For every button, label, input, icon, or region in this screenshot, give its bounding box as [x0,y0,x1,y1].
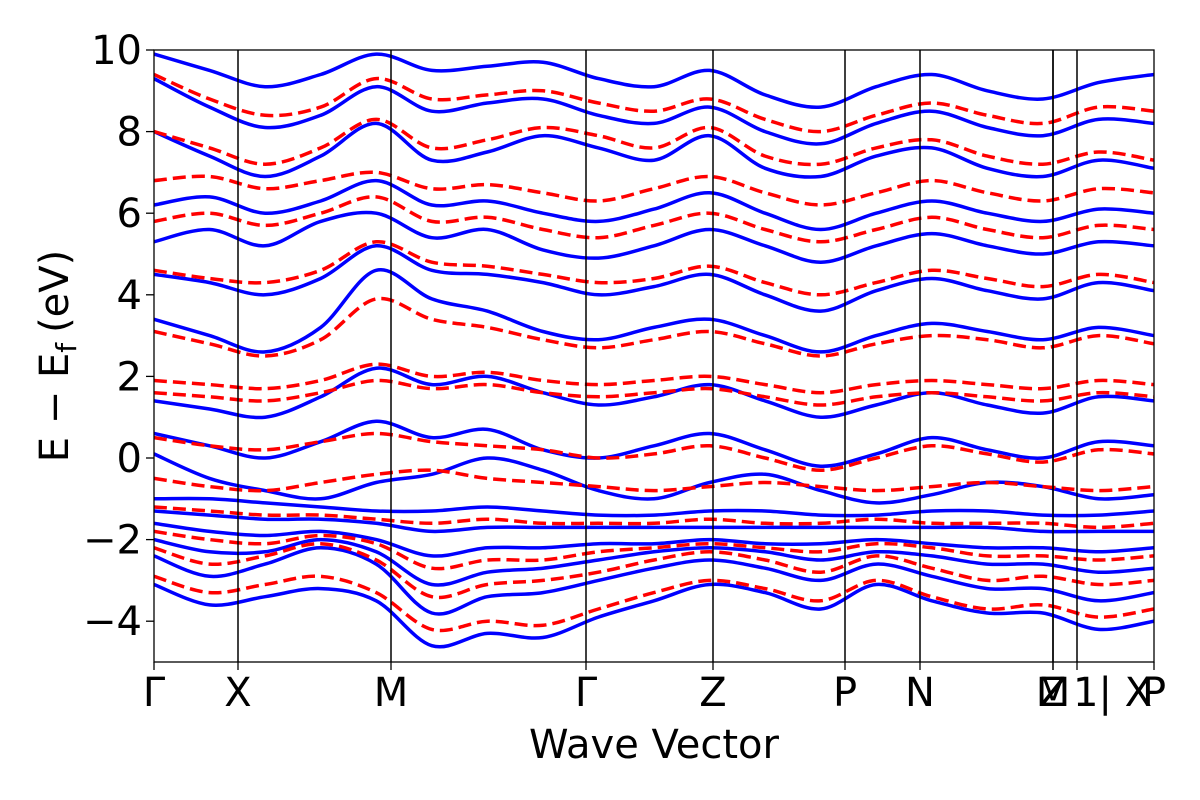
dashed-band-line [154,541,1154,600]
dashed-band-line [154,468,1154,493]
y-axis-label: E − Ef(eV) [32,250,83,463]
x-tick-label: X [224,670,251,716]
plot-background [154,50,1154,662]
dashed-band-line [154,362,1154,395]
solid-band-line [154,582,1154,649]
solid-band-line [154,210,1154,264]
x-tick-label: M [1036,670,1071,716]
x-tick-label: N [905,670,935,716]
plot-frame [153,49,1155,663]
dashed-band-line [154,378,1154,407]
dashed-band-line [154,574,1154,633]
y-axis-ticks: −4 −2 0 2 4 6 8 10 [83,28,154,645]
dashed-band-line [154,195,1154,244]
solid-band-line [154,268,1154,354]
dashed-band-line [154,240,1154,297]
x-tick-label: P [1142,670,1166,716]
x-tick-label: P [833,670,857,716]
solid-band-line [154,546,1154,616]
dashed-band-line [154,431,1154,472]
kpoint-lines [237,50,1078,662]
solid-band-line [154,496,1154,518]
dashed-band-line [154,72,1154,134]
x-axis-ticks: Γ X M Γ Z P N ZM 1| XP [143,662,1166,716]
y-tick-label: 4 [117,273,142,319]
solid-band-line [154,178,1154,232]
solid-band-line [154,77,1154,146]
dashed-band-line [154,117,1154,167]
y-tick-label: 10 [91,28,142,74]
x-tick-label: M [374,670,409,716]
x-tick-label: Z [1039,670,1066,716]
solid-band-line [154,244,1154,313]
solid-band-line [154,52,1154,109]
solid-band-line [154,366,1154,420]
solid-band-line [154,521,1154,558]
x-tick-label: 1| X [1073,670,1152,716]
x-tick-label: Z [699,670,726,716]
x-tick-label: Γ [143,670,166,716]
dashed-band-line [154,296,1154,358]
y-tick-label: −4 [83,599,142,645]
solid-band-line [154,121,1154,179]
y-tick-label: −2 [83,518,142,564]
x-axis-label: Wave Vector [529,722,780,768]
dashed-band-line [154,505,1154,530]
solid-band-line [154,509,1154,534]
y-tick-label: 2 [117,354,142,400]
solid-band-line [154,419,1154,468]
y-tick-label: 6 [117,191,142,237]
bands-layer [154,52,1154,649]
solid-band-line [154,537,1154,587]
y-tick-label: 8 [117,110,142,156]
y-tick-label: 0 [117,436,142,482]
dashed-band-line [154,529,1154,571]
x-tick-label: Γ [575,670,598,716]
